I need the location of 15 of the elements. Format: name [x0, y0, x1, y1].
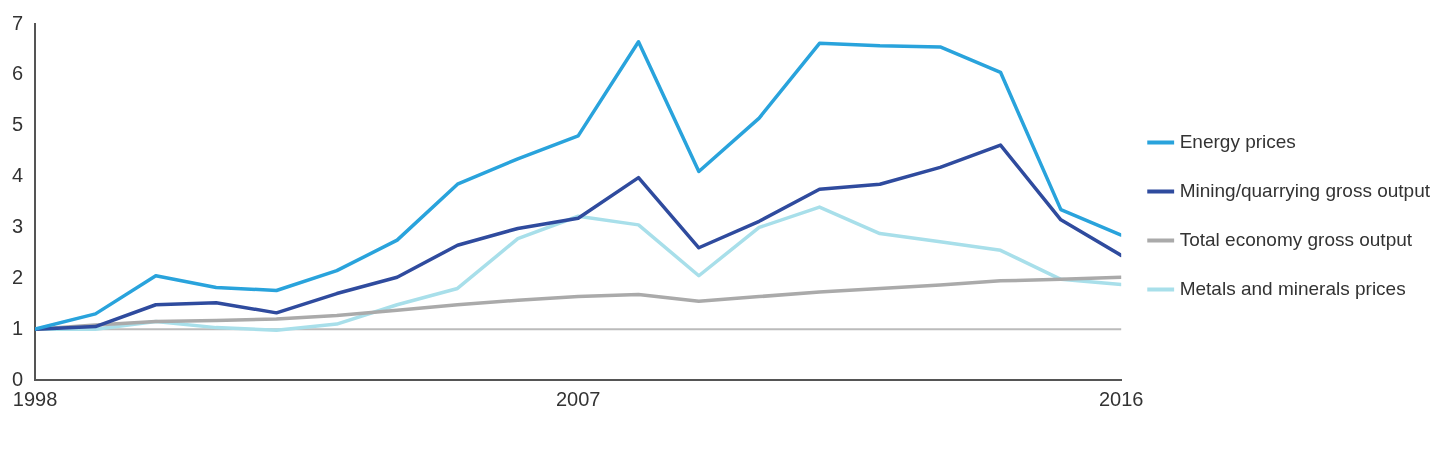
x-tick-label: 2007 — [555, 387, 601, 410]
y-tick-label: 4 — [12, 164, 24, 187]
legend-label: Mining/quarrying gross output — [1179, 179, 1431, 201]
legend-label: Total economy gross output — [1179, 228, 1413, 250]
y-tick-label: 7 — [12, 11, 24, 34]
x-tick-label: 2016 — [1098, 387, 1144, 410]
legend-label: Metals and minerals prices — [1179, 277, 1406, 299]
y-tick-label: 2 — [12, 265, 24, 288]
legend-label: Energy prices — [1179, 130, 1296, 152]
y-tick-label: 6 — [12, 62, 24, 85]
y-tick-label: 1 — [12, 316, 24, 339]
y-tick-label: 5 — [12, 113, 24, 136]
x-tick-label: 1998 — [12, 387, 58, 410]
y-tick-label: 0 — [12, 367, 24, 390]
y-tick-label: 3 — [12, 214, 24, 237]
